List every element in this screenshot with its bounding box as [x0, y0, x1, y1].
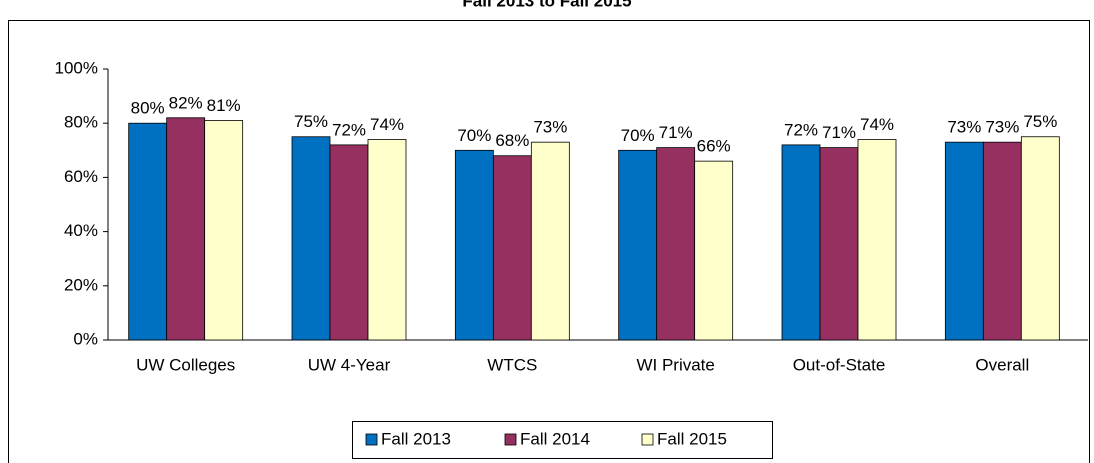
- bar: [819, 147, 859, 341]
- bar: [857, 139, 897, 341]
- legend-label: Fall 2015: [657, 429, 727, 448]
- data-label: 70%: [457, 126, 491, 145]
- bar: [367, 139, 407, 341]
- data-label: 71%: [659, 123, 693, 142]
- data-label: 71%: [822, 123, 856, 142]
- chart-frame: [8, 20, 1090, 463]
- chart-title: Fall 2013 to Fall 2015: [462, 0, 631, 10]
- data-label: 70%: [621, 126, 655, 145]
- x-tick-label: Out-of-State: [793, 355, 886, 374]
- bar: [656, 147, 696, 341]
- x-tick-label: Overall: [975, 355, 1029, 374]
- legend-swatch: [504, 433, 517, 446]
- y-tick-label: 40%: [64, 221, 98, 240]
- bar: [982, 141, 1022, 341]
- bar: [781, 144, 821, 341]
- bar: [530, 141, 570, 341]
- bar: [166, 117, 206, 341]
- data-label: 75%: [1023, 112, 1057, 131]
- x-tick-label: WTCS: [487, 355, 537, 374]
- data-label: 82%: [169, 93, 203, 112]
- legend-swatch: [641, 433, 654, 446]
- bar: [204, 120, 244, 341]
- y-tick-label: 100%: [55, 58, 98, 77]
- x-tick-label: UW 4-Year: [308, 355, 391, 374]
- bar: [694, 160, 734, 341]
- data-label: 73%: [947, 118, 981, 137]
- bar: [944, 141, 984, 341]
- data-label: 81%: [207, 96, 241, 115]
- bar: [492, 155, 532, 341]
- y-tick-label: 0%: [73, 329, 98, 348]
- bar: [329, 144, 369, 341]
- data-label: 72%: [332, 120, 366, 139]
- data-label: 74%: [370, 115, 404, 134]
- y-tick-label: 60%: [64, 167, 98, 186]
- data-label: 72%: [784, 120, 818, 139]
- x-tick-label: UW Colleges: [136, 355, 235, 374]
- y-tick-label: 80%: [64, 113, 98, 132]
- data-label: 80%: [131, 99, 165, 118]
- bar: [454, 149, 494, 341]
- bar: [291, 136, 331, 341]
- bar: [128, 122, 168, 341]
- y-tick-label: 20%: [64, 275, 98, 294]
- bar: [1020, 136, 1060, 341]
- data-label: 68%: [495, 131, 529, 150]
- data-label: 74%: [860, 115, 894, 134]
- data-label: 75%: [294, 112, 328, 131]
- data-label: 73%: [533, 118, 567, 137]
- legend-label: Fall 2014: [520, 429, 590, 448]
- legend-box: [352, 421, 773, 459]
- data-label: 66%: [697, 137, 731, 156]
- data-label: 73%: [985, 118, 1019, 137]
- legend-label: Fall 2013: [381, 429, 451, 448]
- bar: [618, 149, 658, 341]
- legend-swatch: [365, 433, 378, 446]
- x-tick-label: WI Private: [636, 355, 714, 374]
